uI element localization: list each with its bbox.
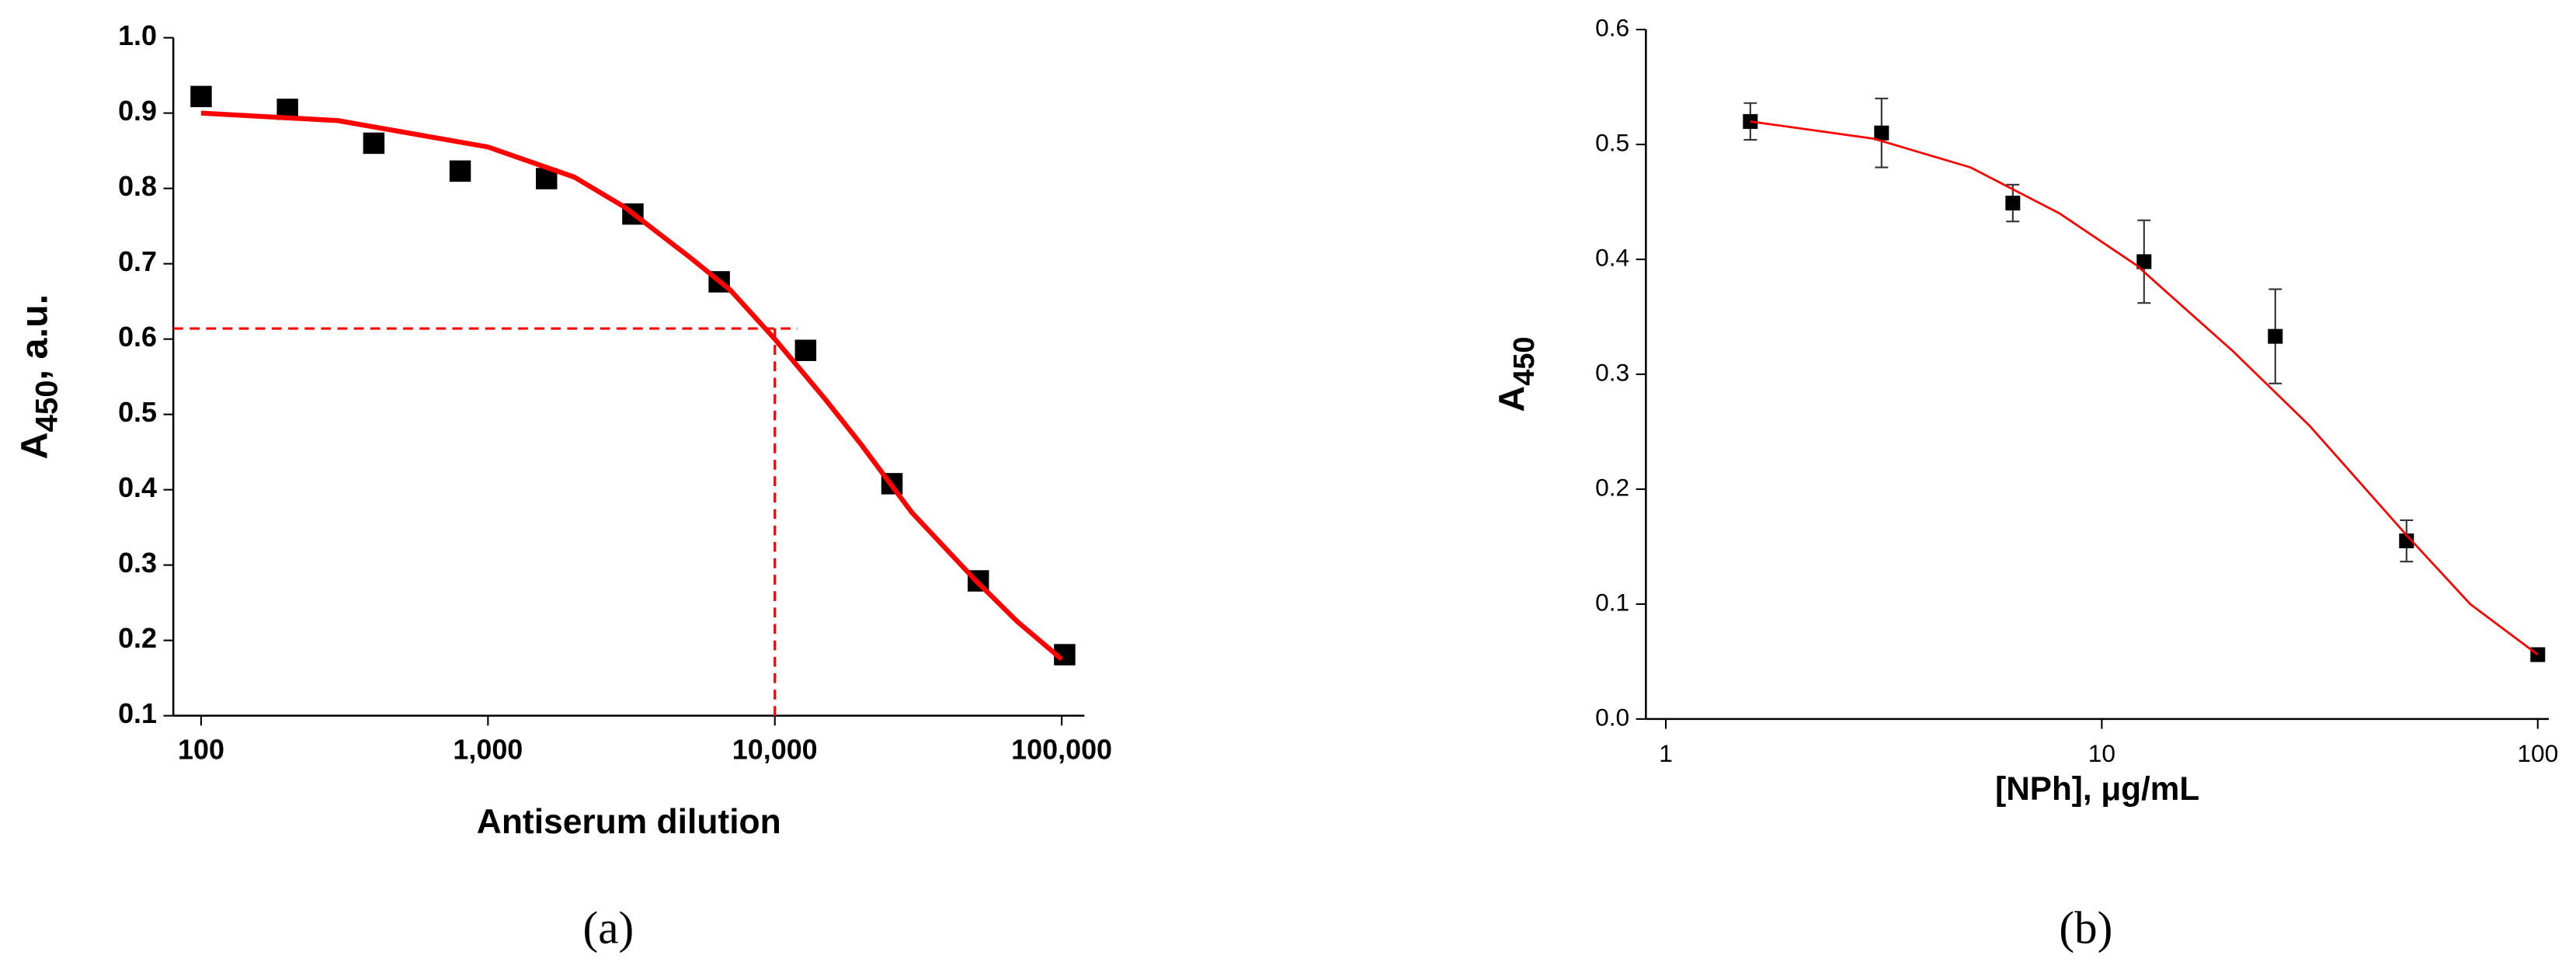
point — [794, 339, 817, 361]
y-tick-label: 0.5 — [118, 396, 157, 428]
y-tick-label: 0.7 — [118, 245, 157, 277]
y-label-main: A — [1491, 386, 1531, 412]
y-tick-label: 0.5 — [1595, 128, 1629, 156]
y-label-sub: 450 — [1508, 336, 1541, 385]
point — [2268, 328, 2283, 344]
y-tick-label: 0.4 — [118, 471, 157, 503]
y-tick-label: 0.3 — [118, 547, 157, 579]
y-tick-label: 0.2 — [1595, 473, 1629, 501]
y-axis-label: A450, a.u. — [14, 294, 64, 460]
fit-curve — [200, 110, 1064, 662]
point — [1874, 125, 1889, 141]
y-tick-label: 0.9 — [118, 95, 157, 127]
x-tick-label: 1,000 — [453, 734, 523, 766]
point — [449, 160, 471, 182]
y-tick-label: 0.3 — [1595, 358, 1629, 386]
y-tick-label: 0.2 — [118, 622, 157, 654]
y-tick-label: 1.0 — [118, 19, 157, 51]
y-tick-label: 0.4 — [1595, 243, 1629, 271]
point — [2005, 195, 2021, 211]
point — [363, 132, 385, 155]
x-axis-label: Antiserum dilution — [477, 803, 781, 841]
y-axis-label: A450 — [1491, 336, 1541, 412]
x-tick-label: 100,000 — [1011, 734, 1112, 766]
y-tick-label: 0.0 — [1595, 703, 1629, 731]
x-tick-label: 100 — [178, 734, 224, 766]
y-label-main: A — [14, 432, 56, 459]
panel-label: (b) — [2059, 902, 2112, 953]
x-tick-label: 100 — [2517, 739, 2558, 767]
y-tick-label: 0.6 — [118, 321, 157, 353]
y-tick-label: 0.8 — [118, 170, 157, 202]
x-tick-label: 10 — [2088, 739, 2115, 767]
y-tick-label: 0.1 — [118, 697, 157, 729]
y-tick-label: 0.6 — [1595, 13, 1629, 41]
point — [190, 85, 212, 108]
x-tick-label: 10,000 — [732, 734, 818, 766]
x-axis-label: [NPh], μg/mL — [1995, 770, 2199, 807]
x-tick-label: 1 — [1659, 739, 1673, 767]
y-label-sub: 450 — [29, 380, 64, 432]
point — [2136, 254, 2152, 269]
y-tick-label: 0.1 — [1595, 588, 1629, 616]
fit-curve — [1750, 120, 2539, 656]
point — [2399, 533, 2414, 549]
y-label-rest: , a.u. — [14, 294, 56, 381]
panel-label: (a) — [583, 902, 634, 953]
